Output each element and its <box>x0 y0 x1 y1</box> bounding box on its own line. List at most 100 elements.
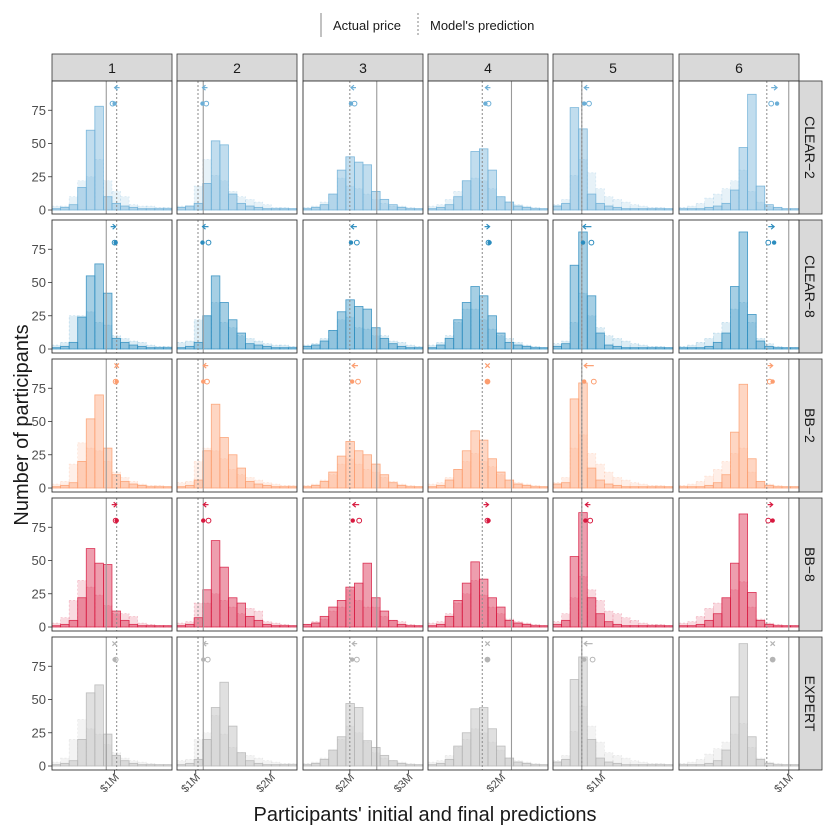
shift-arrow-head <box>202 640 207 647</box>
panel <box>51 497 173 632</box>
final-prediction-bar <box>552 345 562 350</box>
final-prediction-bar <box>68 341 79 350</box>
final-prediction-bar <box>578 382 588 489</box>
final-prediction-bar <box>530 486 540 489</box>
final-prediction-bar <box>521 623 532 628</box>
final-mean-marker <box>112 657 117 662</box>
final-prediction-bar <box>436 344 446 350</box>
y-tick-label: 50 <box>32 414 46 429</box>
panel <box>427 636 549 771</box>
panel-border <box>302 219 424 354</box>
final-prediction-bar <box>569 556 580 628</box>
panel <box>176 358 298 493</box>
final-prediction-bar <box>552 483 562 489</box>
initial-prediction-bar <box>629 482 639 489</box>
final-prediction-bar <box>461 450 472 489</box>
initial-mean-marker <box>589 656 596 663</box>
final-prediction-bar <box>638 764 648 767</box>
final-prediction-bar <box>764 762 774 767</box>
final-mean-marker <box>582 379 587 384</box>
final-prediction-bar <box>145 625 156 628</box>
initial-prediction-bar <box>612 477 622 489</box>
column-strip <box>552 53 674 82</box>
final-prediction-bar <box>521 762 532 767</box>
y-tick-label: 0 <box>39 203 46 218</box>
final-prediction-bar <box>85 129 96 211</box>
final-prediction-bar <box>270 347 281 350</box>
final-prediction-bar <box>427 625 437 628</box>
final-prediction-bar <box>111 754 121 767</box>
final-prediction-bar <box>311 206 321 211</box>
final-prediction-bar <box>704 206 714 211</box>
final-prediction-bar <box>77 316 87 350</box>
x-axis-title: Participants' initial and final predicti… <box>254 804 597 826</box>
row-strip <box>797 80 823 215</box>
final-prediction-bar <box>790 486 800 489</box>
final-prediction-bar <box>695 764 706 767</box>
panel-border <box>51 219 173 354</box>
final-mean-marker <box>114 379 119 384</box>
final-prediction-bar <box>444 204 455 211</box>
final-prediction-bar <box>302 764 312 767</box>
final-prediction-bar <box>111 337 121 350</box>
panel-border <box>678 497 800 632</box>
shift-arrow-head <box>351 640 356 647</box>
final-prediction-bar <box>655 208 665 211</box>
column-strip-label: 2 <box>233 60 241 76</box>
final-prediction-bar <box>586 597 597 628</box>
final-prediction-bar <box>530 347 540 350</box>
final-prediction-bar <box>279 486 289 489</box>
final-prediction-bar <box>77 739 87 767</box>
panel-border <box>678 636 800 771</box>
row-strip <box>797 219 823 354</box>
panel-border <box>302 358 424 493</box>
final-prediction-bar <box>262 345 272 350</box>
final-prediction-bar <box>68 204 79 211</box>
final-prediction-bar <box>210 540 221 628</box>
final-prediction-bar <box>487 728 497 767</box>
initial-prediction-bar <box>77 719 87 767</box>
panel <box>427 80 549 215</box>
panel <box>176 80 298 215</box>
final-prediction-bar <box>77 597 87 628</box>
final-prediction-bar <box>262 208 272 211</box>
final-prediction-bar <box>60 206 70 211</box>
final-mean-marker <box>201 379 206 384</box>
final-prediction-bar <box>479 295 489 350</box>
final-prediction-bar <box>162 625 173 628</box>
final-prediction-bar <box>60 762 70 767</box>
column-strip <box>302 53 424 82</box>
final-mean-marker <box>350 518 355 523</box>
panel <box>552 497 674 632</box>
panel <box>678 219 800 354</box>
final-prediction-bar <box>755 619 766 628</box>
final-prediction-bar <box>302 623 312 628</box>
initial-prediction-bar <box>621 617 631 628</box>
final-prediction-bar <box>444 758 455 767</box>
initial-prediction-bar <box>695 342 706 350</box>
final-prediction-bar <box>137 764 147 767</box>
final-prediction-bar <box>595 613 605 628</box>
final-prediction-bar <box>538 486 549 489</box>
final-prediction-bar <box>496 745 506 767</box>
final-prediction-bar <box>678 208 688 211</box>
final-prediction-bar <box>60 484 70 489</box>
final-prediction-bar <box>354 450 364 489</box>
final-prediction-bar <box>470 708 480 767</box>
final-prediction-bar <box>513 761 523 767</box>
final-prediction-bar <box>530 764 540 767</box>
final-prediction-bar <box>721 597 731 628</box>
y-tick-label: 25 <box>32 586 46 601</box>
final-prediction-bar <box>496 606 506 628</box>
final-prediction-bar <box>354 707 364 767</box>
final-prediction-bar <box>586 193 597 211</box>
y-tick-label: 25 <box>32 725 46 740</box>
initial-mean-marker <box>205 517 212 524</box>
final-prediction-bar <box>228 725 238 767</box>
x-tick-label: $2M <box>485 772 509 796</box>
final-prediction-bar <box>538 347 549 350</box>
shift-arrow-head <box>350 84 355 91</box>
final-prediction-bar <box>479 439 489 489</box>
panel-border <box>678 80 800 215</box>
final-prediction-bar <box>302 208 312 211</box>
